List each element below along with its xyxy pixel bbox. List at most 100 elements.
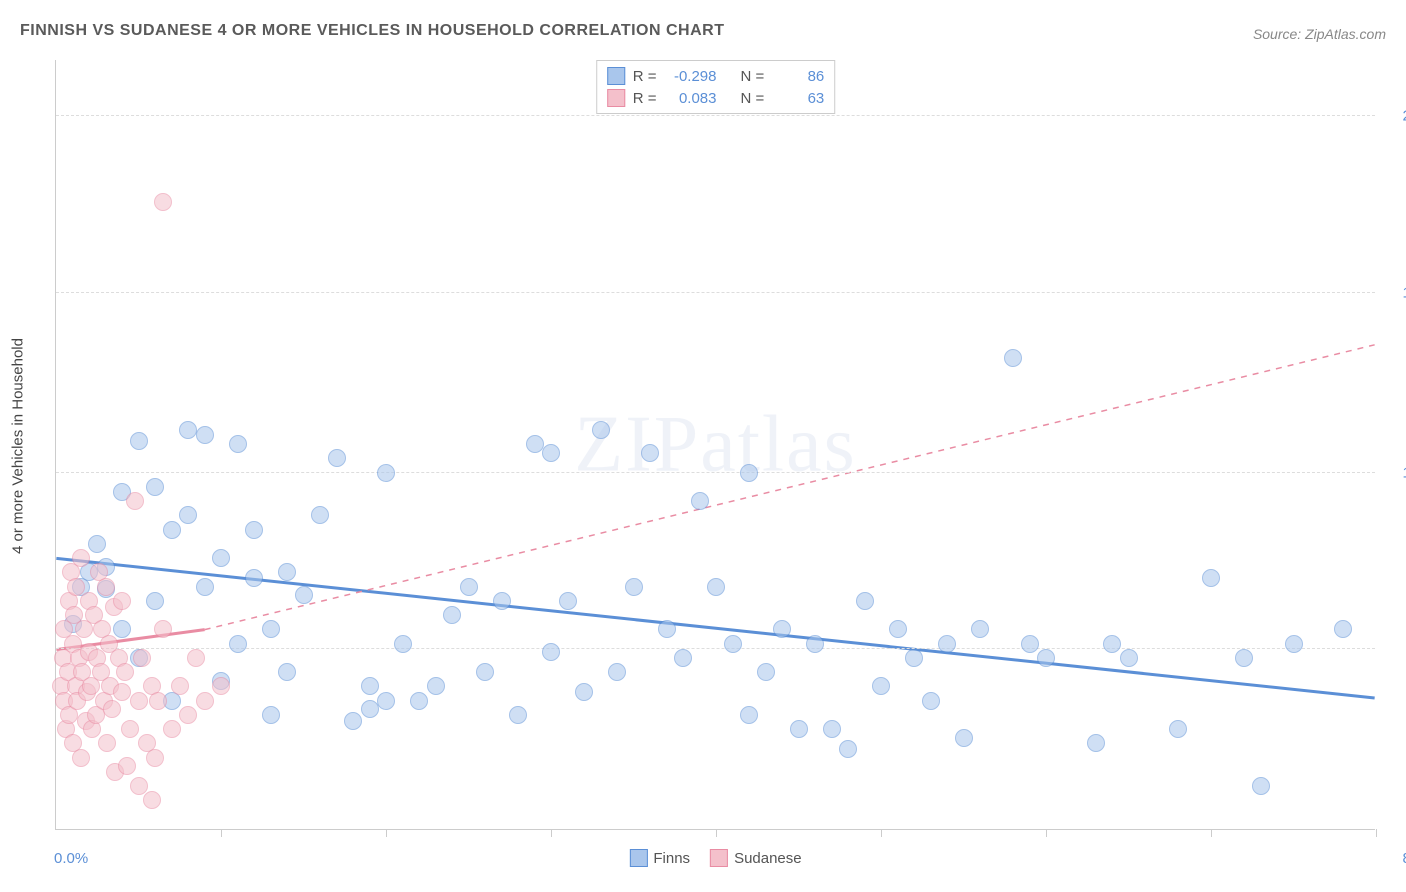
x-tick (1046, 829, 1047, 837)
point-finns (212, 549, 230, 567)
point-sudanese (146, 749, 164, 767)
point-finns (88, 535, 106, 553)
point-finns (361, 677, 379, 695)
point-finns (740, 706, 758, 724)
point-sudanese (187, 649, 205, 667)
y-tick-label: 6.3% (1385, 641, 1406, 658)
plot-area: ZIPatlas R = -0.298 N = 86 R = 0.083 N =… (55, 60, 1375, 830)
point-finns (262, 620, 280, 638)
watermark: ZIPatlas (574, 399, 857, 490)
point-finns (559, 592, 577, 610)
point-sudanese (113, 592, 131, 610)
point-finns (509, 706, 527, 724)
point-finns (971, 620, 989, 638)
point-finns (179, 421, 197, 439)
point-finns (229, 435, 247, 453)
point-sudanese (154, 620, 172, 638)
point-finns (196, 426, 214, 444)
x-axis-max-label: 80.0% (1385, 850, 1406, 867)
x-tick (1376, 829, 1377, 837)
point-finns (113, 620, 131, 638)
point-sudanese (171, 677, 189, 695)
point-finns (641, 444, 659, 462)
y-axis-label: 4 or more Vehicles in Household (10, 338, 27, 554)
point-finns (608, 663, 626, 681)
point-finns (1021, 635, 1039, 653)
x-tick (716, 829, 717, 837)
point-sudanese (72, 549, 90, 567)
point-finns (245, 569, 263, 587)
point-sudanese (126, 492, 144, 510)
point-sudanese (143, 791, 161, 809)
point-finns (328, 449, 346, 467)
point-finns (790, 720, 808, 738)
point-sudanese (72, 749, 90, 767)
swatch-sudanese (710, 849, 728, 867)
stats-row-sudanese: R = 0.083 N = 63 (607, 87, 825, 109)
y-tick-label: 25.0% (1385, 108, 1406, 125)
point-finns (493, 592, 511, 610)
point-finns (724, 635, 742, 653)
point-finns (1120, 649, 1138, 667)
point-finns (427, 677, 445, 695)
gridline (56, 472, 1375, 473)
point-sudanese (103, 700, 121, 718)
point-finns (410, 692, 428, 710)
point-sudanese (179, 706, 197, 724)
point-finns (179, 506, 197, 524)
point-finns (460, 578, 478, 596)
point-finns (1103, 635, 1121, 653)
point-finns (575, 683, 593, 701)
point-finns (674, 649, 692, 667)
point-finns (311, 506, 329, 524)
point-finns (229, 635, 247, 653)
x-tick (1211, 829, 1212, 837)
point-finns (740, 464, 758, 482)
point-finns (278, 563, 296, 581)
point-finns (377, 464, 395, 482)
point-finns (526, 435, 544, 453)
n-value-sudanese: 63 (772, 90, 824, 107)
gridline (56, 292, 1375, 293)
point-finns (130, 432, 148, 450)
x-tick (881, 829, 882, 837)
swatch-sudanese (607, 89, 625, 107)
point-sudanese (163, 720, 181, 738)
point-finns (625, 578, 643, 596)
point-finns (1235, 649, 1253, 667)
point-finns (856, 592, 874, 610)
r-label: R = (633, 68, 657, 85)
point-finns (196, 578, 214, 596)
point-sudanese (116, 663, 134, 681)
point-finns (592, 421, 610, 439)
x-tick (386, 829, 387, 837)
regression-lines (56, 60, 1375, 829)
point-finns (889, 620, 907, 638)
n-value-finns: 86 (772, 68, 824, 85)
point-finns (1252, 777, 1270, 795)
point-finns (146, 478, 164, 496)
point-finns (658, 620, 676, 638)
point-finns (707, 578, 725, 596)
point-sudanese (118, 757, 136, 775)
stats-legend: R = -0.298 N = 86 R = 0.083 N = 63 (596, 60, 836, 114)
point-sudanese (154, 193, 172, 211)
point-finns (905, 649, 923, 667)
legend-label-sudanese: Sudanese (734, 850, 802, 867)
point-sudanese (67, 578, 85, 596)
x-tick (221, 829, 222, 837)
x-axis-min-label: 0.0% (54, 850, 88, 867)
point-finns (1087, 734, 1105, 752)
stats-row-finns: R = -0.298 N = 86 (607, 65, 825, 87)
point-finns (476, 663, 494, 681)
chart-title: FINNISH VS SUDANESE 4 OR MORE VEHICLES I… (20, 22, 724, 40)
x-tick (551, 829, 552, 837)
gridline (56, 648, 1375, 649)
point-sudanese (130, 777, 148, 795)
point-sudanese (98, 734, 116, 752)
swatch-finns (607, 67, 625, 85)
point-finns (542, 643, 560, 661)
point-finns (163, 521, 181, 539)
point-finns (955, 729, 973, 747)
point-finns (361, 700, 379, 718)
